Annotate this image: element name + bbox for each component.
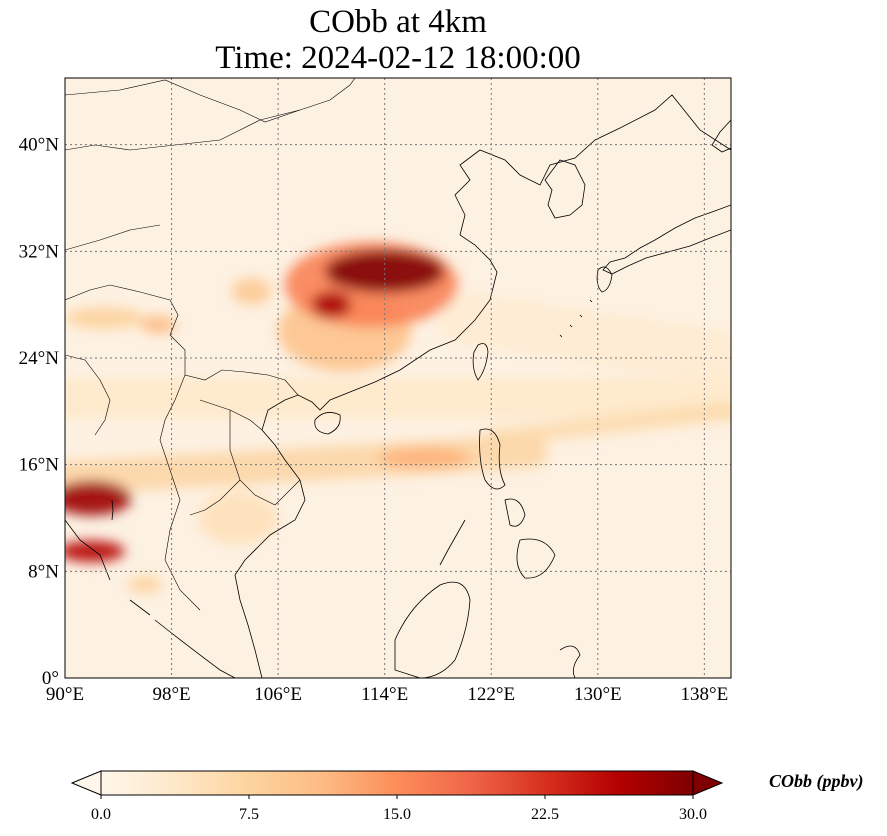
taiwan-island	[472, 343, 489, 381]
lon-tick-label: 90°E	[46, 684, 84, 705]
colorbar-tick-label: 30.0	[679, 806, 707, 823]
visayas-mindanao	[504, 498, 556, 579]
latitude-ticks: 0° 8°N 16°N 24°N 32°N 40°N	[19, 135, 60, 689]
concentration-plume-1	[65, 307, 145, 329]
map-frame	[64, 77, 732, 679]
sumatra-island	[129, 599, 236, 678]
lat-tick-label: 24°N	[19, 348, 60, 369]
concentration-plume-8	[65, 540, 125, 562]
colorbar-label: CObb (ppbv)	[769, 771, 863, 792]
colorbar-over-extension	[692, 770, 724, 796]
lon-tick-label: 122°E	[467, 684, 515, 705]
borneo-island	[394, 581, 471, 678]
concentration-plume-2	[127, 576, 163, 593]
concentration-plume-10	[65, 480, 132, 516]
concentration-band-14	[482, 402, 731, 447]
map-title: CObb at 4km	[309, 4, 487, 40]
longitude-ticks: 90°E 98°E 106°E 114°E 122°E 130°E 138°E	[46, 684, 728, 705]
colorbar-tick-label: 22.5	[531, 806, 559, 823]
colorbar-gradient	[101, 771, 693, 795]
concentration-plume-6	[378, 447, 472, 469]
sri-lanka-coast	[65, 519, 111, 581]
lat-tick-label: 0°	[42, 668, 59, 689]
lon-tick-label: 98°E	[152, 684, 190, 705]
hainan-island	[314, 412, 341, 435]
ryukyu-islands	[559, 299, 593, 338]
country-borders	[65, 78, 356, 611]
japan-islands	[602, 204, 731, 275]
lat-tick-label: 32°N	[19, 241, 60, 262]
concentration-plume-9	[311, 291, 352, 318]
korean-peninsula	[544, 159, 586, 219]
asia-coastline	[234, 94, 731, 678]
mongolia-border	[65, 79, 301, 123]
sulawesi-island	[559, 645, 581, 678]
lon-tick-label: 106°E	[254, 684, 302, 705]
concentration-plume-0	[198, 491, 279, 545]
colorbar-ticks: 0.0 7.5 15.0 22.5 30.0	[91, 795, 707, 823]
andaman-islands	[111, 499, 114, 521]
lat-tick-label: 16°N	[19, 455, 60, 476]
concentration-plume-11	[324, 250, 445, 293]
concentration-plume-3	[231, 278, 272, 305]
lat-tick-label: 8°N	[28, 561, 59, 582]
map-time-subtitle: Time: 2024-02-12 18:00:00	[215, 40, 581, 76]
palawan-island	[439, 519, 466, 566]
colorbar-tick-label: 15.0	[383, 806, 411, 823]
lon-tick-label: 114°E	[361, 684, 408, 705]
gridlines	[65, 78, 731, 678]
colorbar-under-extension	[70, 770, 102, 796]
lon-tick-label: 130°E	[574, 684, 622, 705]
map-panel	[65, 78, 731, 678]
lat-tick-label: 40°N	[19, 135, 60, 156]
colorbar-tick-label: 0.0	[91, 806, 111, 823]
colorbar-tick-label: 7.5	[239, 806, 259, 823]
luzon-island	[479, 428, 506, 490]
concentration-plume-5	[140, 315, 176, 334]
lon-tick-label: 138°E	[681, 684, 729, 705]
colorbar: 0.0 7.5 15.0 22.5 30.0 CObb (ppbv)	[70, 770, 863, 823]
